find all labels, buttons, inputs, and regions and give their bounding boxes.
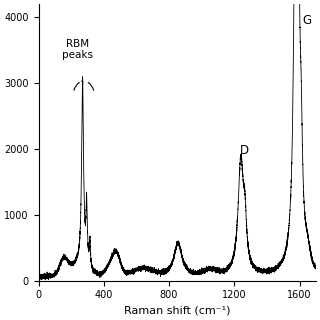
Text: G: G xyxy=(303,14,312,27)
X-axis label: Raman shift (cm⁻¹): Raman shift (cm⁻¹) xyxy=(124,306,230,316)
Text: D: D xyxy=(239,145,249,157)
Text: RBM
peaks: RBM peaks xyxy=(62,39,93,60)
